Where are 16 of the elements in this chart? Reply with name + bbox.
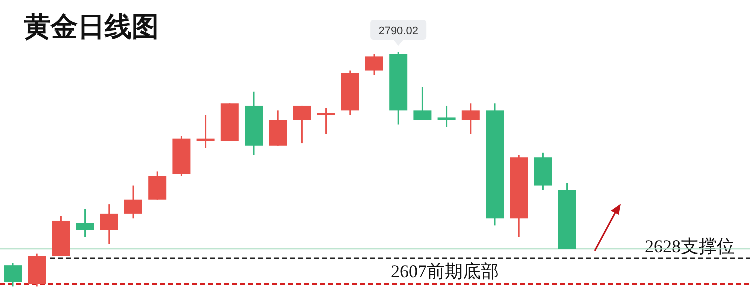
candlestick [100, 204, 118, 246]
candlestick [317, 108, 336, 135]
chart-title: 黄金日线图 [23, 12, 159, 42]
candlestick [148, 170, 167, 201]
annotation: 2790.02 [378, 26, 418, 38]
candlestick [414, 86, 432, 121]
candlestick [366, 54, 384, 76]
tooltip: 2790.02 [370, 20, 427, 46]
ref-line-label: 2628支撑位 [645, 236, 735, 257]
candlestick [438, 105, 456, 128]
ref-line-label: 2607前期底部 [391, 261, 499, 282]
candlestick [4, 262, 22, 288]
candlestick [124, 185, 142, 220]
candlestick [462, 102, 480, 135]
candlestick [76, 208, 94, 238]
candlestick [293, 105, 312, 144]
